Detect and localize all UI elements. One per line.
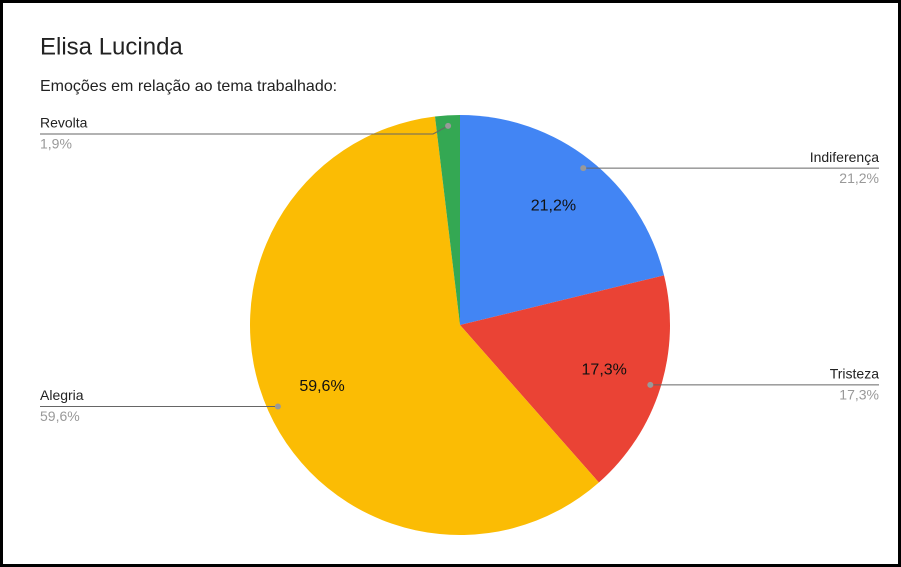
legend-label: Revolta <box>40 115 88 131</box>
legend-value: 1,9% <box>40 136 72 152</box>
legend-label: Indiferença <box>810 149 879 165</box>
leader-dot <box>445 122 452 129</box>
pie-slice <box>434 115 460 325</box>
legend-value: 21,2% <box>839 170 879 186</box>
legend-label: Alegria <box>40 387 84 403</box>
pie-slice <box>460 115 665 325</box>
slice-label: 21,2% <box>531 197 576 214</box>
legend-label: Tristeza <box>830 366 879 382</box>
leader-dot <box>274 403 281 410</box>
leader-dot <box>580 165 587 172</box>
legend-value: 17,3% <box>839 387 879 403</box>
leader-dot <box>647 381 654 388</box>
legend-value: 59,6% <box>40 408 80 424</box>
chart-title: Elisa Lucinda <box>40 33 183 60</box>
leader-line <box>40 125 449 135</box>
chart-subtitle: Emoções em relação ao tema trabalhado: <box>40 78 337 95</box>
pie-slice <box>460 275 670 483</box>
pie-slice <box>250 116 599 535</box>
slice-label: 59,6% <box>299 378 344 395</box>
slice-label: 17,3% <box>582 362 627 379</box>
